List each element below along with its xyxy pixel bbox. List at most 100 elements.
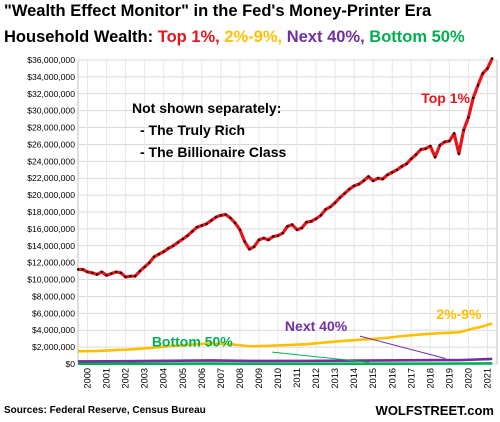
data-point-top-1 — [353, 184, 356, 187]
y-tick-label: $4,000,000 — [32, 325, 75, 335]
data-point-top-1 — [334, 201, 337, 204]
data-point-top-1 — [357, 183, 360, 186]
data-point-top-1 — [443, 140, 446, 143]
data-point-top-1 — [324, 208, 327, 211]
data-point-top-1 — [210, 219, 213, 222]
data-point-top-1 — [305, 221, 308, 224]
y-tick-label: $6,000,000 — [32, 308, 75, 318]
data-point-top-1 — [134, 275, 137, 278]
data-point-top-1 — [338, 196, 341, 199]
x-tick-label: 2010 — [273, 368, 283, 388]
data-point-top-1 — [481, 72, 484, 75]
data-point-top-1 — [472, 97, 475, 99]
data-point-top-1 — [167, 247, 170, 250]
x-tick-label: 2004 — [159, 368, 169, 388]
x-tick-label: 2012 — [311, 368, 321, 388]
data-point-top-1 — [200, 224, 203, 227]
data-point-top-1 — [229, 216, 232, 219]
data-point-top-1 — [186, 234, 189, 237]
data-point-top-1 — [100, 270, 103, 273]
data-point-top-1 — [291, 223, 294, 226]
y-tick-label: $8,000,000 — [32, 291, 75, 301]
y-tick-label: $10,000,000 — [27, 275, 75, 285]
data-point-top-1 — [110, 272, 113, 275]
data-point-top-1 — [138, 270, 141, 273]
data-point-top-1 — [415, 153, 418, 156]
data-point-top-1 — [86, 270, 89, 273]
data-point-top-1 — [419, 148, 422, 151]
x-tick-label: 2009 — [254, 368, 264, 388]
data-point-top-1 — [372, 179, 375, 182]
data-point-top-1 — [267, 238, 270, 241]
data-point-top-1 — [438, 144, 441, 147]
x-tick-label: 2020 — [463, 368, 473, 388]
data-point-top-1 — [153, 255, 156, 258]
y-tick-label: $18,000,000 — [27, 207, 75, 217]
data-point-top-1 — [257, 238, 260, 241]
data-point-top-1 — [386, 173, 389, 176]
data-point-top-1 — [205, 222, 208, 225]
y-tick-label: $2,000,000 — [32, 342, 75, 352]
pointer-line-next-40 — [359, 335, 446, 359]
x-tick-label: 2005 — [178, 368, 188, 388]
data-point-top-1 — [319, 214, 322, 217]
y-tick-label: $22,000,000 — [27, 173, 75, 183]
annotation-item-truly-rich: - The Truly Rich — [140, 122, 246, 138]
data-point-top-1 — [276, 234, 279, 237]
data-point-top-1 — [91, 271, 94, 274]
x-tick-label: 2013 — [330, 368, 340, 388]
annotation-item-billionaires: - The Billionaire Class — [140, 144, 287, 160]
data-point-top-1 — [348, 188, 351, 191]
data-point-top-1 — [410, 157, 413, 160]
series-line-next-40 — [77, 357, 493, 363]
chart-subtitle: Household Wealth: Top 1%, 2%-9%, Next 40… — [4, 28, 465, 47]
pointer-line-bottom-50 — [272, 351, 370, 363]
data-point-top-1 — [434, 156, 437, 159]
subtitle-group-top1: Top 1%, — [157, 28, 220, 46]
y-tick-label: $36,000,000 — [27, 55, 75, 65]
y-tick-label: $32,000,000 — [27, 89, 75, 99]
brand-mark: WOLFSTREET.com — [375, 403, 494, 418]
data-point-top-1 — [343, 192, 346, 195]
x-tick-label: 2017 — [406, 368, 416, 388]
x-tick-label: 2001 — [102, 368, 112, 388]
series-label-bottom-50: Bottom 50% — [152, 334, 233, 350]
series-label-next-40: Next 40% — [285, 318, 348, 334]
data-point-top-1 — [467, 116, 470, 119]
data-point-top-1 — [248, 248, 251, 251]
data-point-top-1 — [457, 152, 460, 155]
subtitle-prefix: Household Wealth: — [4, 28, 154, 46]
data-point-top-1 — [381, 178, 384, 181]
x-tick-label: 2014 — [349, 368, 359, 388]
data-point-top-1 — [362, 179, 365, 182]
data-point-top-1 — [367, 175, 370, 178]
chart-title: "Wealth Effect Monitor" in the Fed's Mon… — [4, 2, 432, 20]
data-point-top-1 — [119, 271, 122, 274]
data-point-top-1 — [124, 276, 127, 279]
data-point-top-1 — [115, 270, 118, 273]
data-point-top-1 — [453, 132, 456, 135]
data-point-top-1 — [405, 162, 408, 165]
data-point-top-1 — [172, 244, 175, 247]
x-tick-label: 2021 — [482, 368, 492, 388]
subtitle-group-next40: Next 40%, — [286, 28, 365, 46]
data-point-top-1 — [181, 238, 184, 241]
data-point-top-1 — [491, 57, 494, 60]
data-point-top-1 — [243, 240, 246, 243]
x-tick-label: 2015 — [368, 368, 378, 388]
data-point-top-1 — [448, 140, 451, 143]
series-label-top-1: Top 1% — [421, 90, 470, 106]
data-point-top-1 — [300, 227, 303, 230]
data-point-top-1 — [96, 273, 99, 276]
data-point-top-1 — [238, 228, 241, 231]
y-tick-label: $20,000,000 — [27, 190, 75, 200]
subtitle-group-2to9: 2%-9%, — [224, 28, 283, 46]
x-tick-label: 2007 — [216, 368, 226, 388]
data-point-top-1 — [162, 250, 165, 253]
data-point-top-1 — [253, 245, 256, 248]
data-point-top-1 — [219, 214, 222, 217]
data-point-top-1 — [224, 213, 227, 216]
data-point-top-1 — [157, 253, 160, 256]
data-point-top-1 — [329, 205, 332, 208]
